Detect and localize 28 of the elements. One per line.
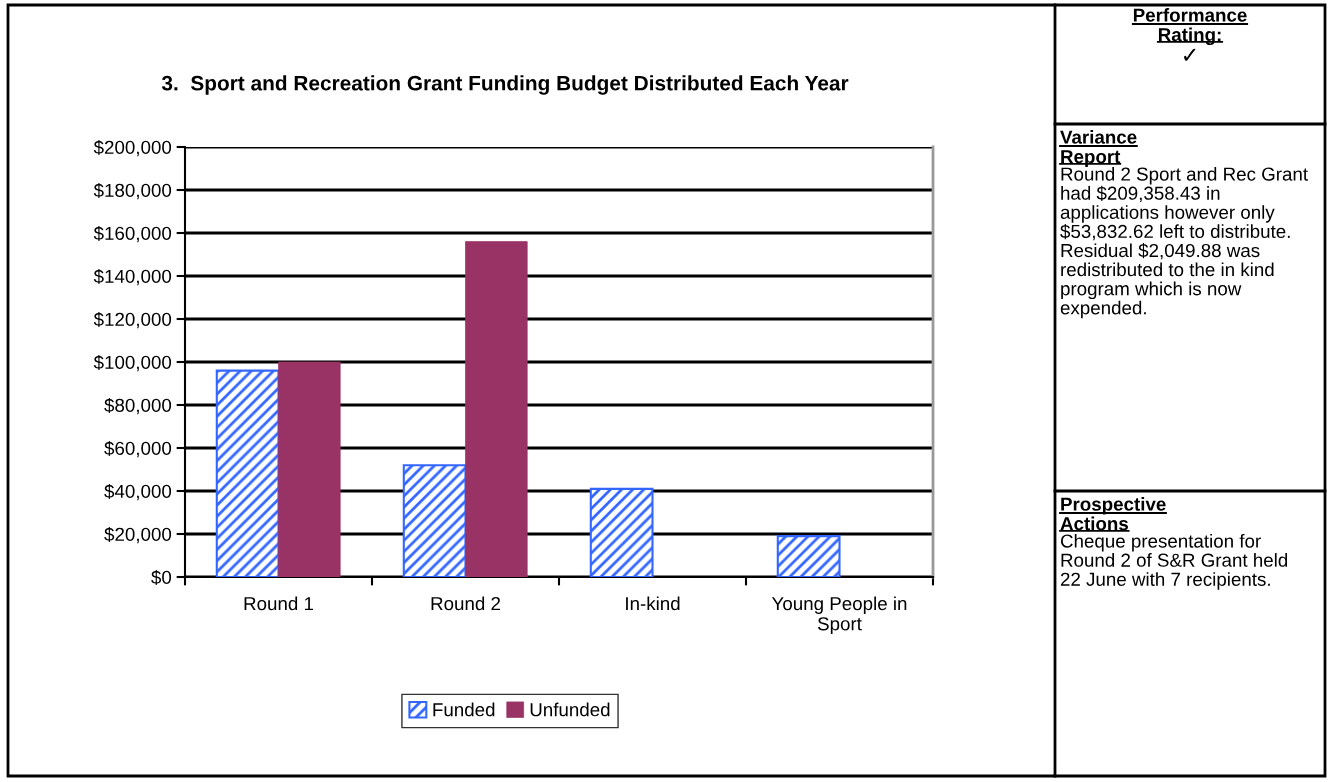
y-tick-label: $80,000 [104,397,172,415]
text: Cheque presentation for Round 2 of S&R Grant held 22 June with 7 recipients. [1060,533,1288,590]
y-tick-label: $140,000 [93,268,172,286]
bar [278,361,341,577]
bar [589,487,654,577]
y-tick-label: $160,000 [93,225,172,243]
legend-label: Unfunded [530,702,610,717]
y-tick-label: $0 [151,569,172,586]
y-tick-label: $60,000 [104,440,172,458]
bar [465,241,528,577]
y-tick-label: $200,000 [93,139,172,157]
text: Prospective Actions [1060,497,1166,531]
chart-title: 3. Sport and Recreation Grant Funding Budget Distributed Each Year [161,75,849,95]
y-tick-label: $20,000 [104,526,172,544]
x-tick-label: In-kind [626,596,680,611]
y-tick-label: $120,000 [93,311,172,329]
y-tick-label: $100,000 [93,354,172,372]
x-tick-label: Young People in Sport [771,596,907,635]
text: ✓ [1184,48,1196,61]
x-tick-label: Round 1 [244,596,314,611]
x-tick-label: Round 2 [431,596,501,611]
bar [215,369,280,577]
legend-label: Funded [433,702,495,717]
text: Round 2 Sport and Rec Grant had $209,358.43 in applications however only $53,832.62 left to distribute. Residual $2,049.88 was redistributed to the in kind program which is now expended. [1060,166,1308,319]
bar [402,464,467,577]
y-tick-label: $180,000 [93,182,172,200]
bar [776,535,841,577]
y-tick-label: $40,000 [104,483,172,501]
